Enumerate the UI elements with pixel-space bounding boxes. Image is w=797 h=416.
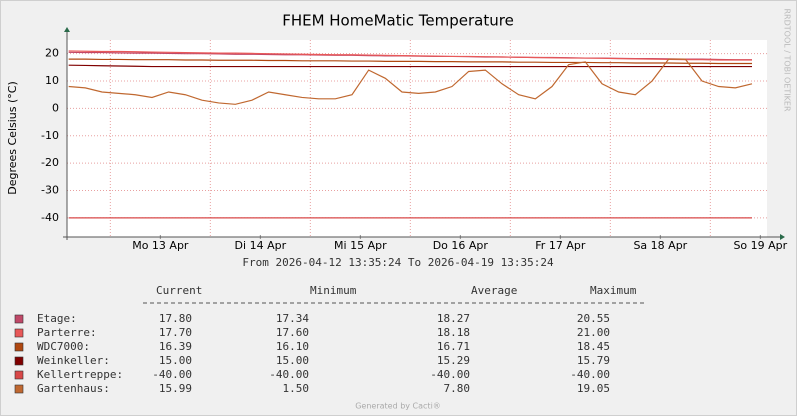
footer: Generated by Cacti® [355, 402, 441, 411]
legend-value: 15.99 [159, 382, 192, 395]
legend-swatch [14, 370, 24, 380]
legend-value: 15.29 [437, 354, 470, 367]
legend-value: -40.00 [430, 368, 470, 381]
y-tick-label: -40 [41, 211, 59, 224]
legend-value: 15.00 [276, 354, 309, 367]
legend-value: 21.00 [577, 326, 610, 339]
legend-label: Etage: [37, 312, 77, 325]
legend-value: -40.00 [570, 368, 610, 381]
legend-column-header: Current [156, 284, 202, 297]
legend-column-header: Average [471, 284, 517, 297]
y-tick-label: 10 [45, 74, 59, 87]
legend-label: Gartenhaus: [37, 382, 110, 395]
legend-swatch [14, 314, 24, 324]
series-line [68, 64, 752, 68]
x-tick-label: Do 16 Apr [433, 239, 489, 252]
legend-value: -40.00 [152, 368, 192, 381]
legend-value: 17.80 [159, 312, 192, 325]
legend-label: WDC7000: [37, 340, 90, 353]
legend-value: 18.27 [437, 312, 470, 325]
legend-swatch [14, 384, 24, 394]
y-tick-label: -20 [41, 156, 59, 169]
y-tick-label: -30 [41, 183, 59, 196]
x-tick-label: Mi 15 Apr [334, 239, 387, 252]
series-line [68, 50, 752, 61]
legend-value: 15.00 [159, 354, 192, 367]
chart-title: FHEM HomeMatic Temperature [282, 12, 514, 30]
x-tick-label: Fr 17 Apr [535, 239, 586, 252]
legend-column-header: Maximum [590, 284, 637, 297]
legend-value: 20.55 [577, 312, 610, 325]
legend-value: 19.05 [577, 382, 610, 395]
x-tick-label: Mo 13 Apr [132, 239, 189, 252]
legend-swatch [14, 342, 24, 352]
legend-column-header: Minimum [310, 284, 357, 297]
legend-label: Weinkeller: [37, 354, 110, 367]
legend-value: 7.80 [444, 382, 471, 395]
x-tick-label: So 19 Apr [733, 239, 787, 252]
y-axis-label: Degrees Celsius (°C) [6, 81, 19, 195]
legend-value: 1.50 [283, 382, 310, 395]
legend-value: 17.70 [159, 326, 192, 339]
watermark: RRDTOOL / TOBI OETIKER [783, 8, 792, 111]
series-line [68, 58, 753, 105]
y-tick-label: 20 [45, 47, 59, 60]
y-tick-label: -10 [41, 129, 59, 142]
plot-area [67, 40, 767, 237]
y-tick-label: 0 [52, 101, 59, 114]
x-axis-arrow [780, 234, 785, 240]
legend-label: Parterre: [37, 326, 97, 339]
legend-value: 18.18 [437, 326, 470, 339]
legend-swatch [14, 356, 24, 366]
legend-value: 16.10 [276, 340, 309, 353]
x-tick-label: Sa 18 Apr [633, 239, 687, 252]
series-line [68, 58, 752, 65]
legend-label: Kellertreppe: [37, 368, 123, 381]
legend-value: -40.00 [269, 368, 309, 381]
subtitle: From 2026-04-12 13:35:24 To 2026-04-19 1… [242, 256, 554, 269]
legend-value: 17.34 [276, 312, 309, 325]
legend-swatch [14, 328, 24, 338]
legend-value: 16.71 [437, 340, 470, 353]
legend-value: 18.45 [577, 340, 610, 353]
legend-value: 16.39 [159, 340, 192, 353]
legend-value: 15.79 [577, 354, 610, 367]
legend-value: 17.60 [276, 326, 309, 339]
x-tick-label: Di 14 Apr [235, 239, 287, 252]
y-axis-arrow [64, 27, 70, 32]
